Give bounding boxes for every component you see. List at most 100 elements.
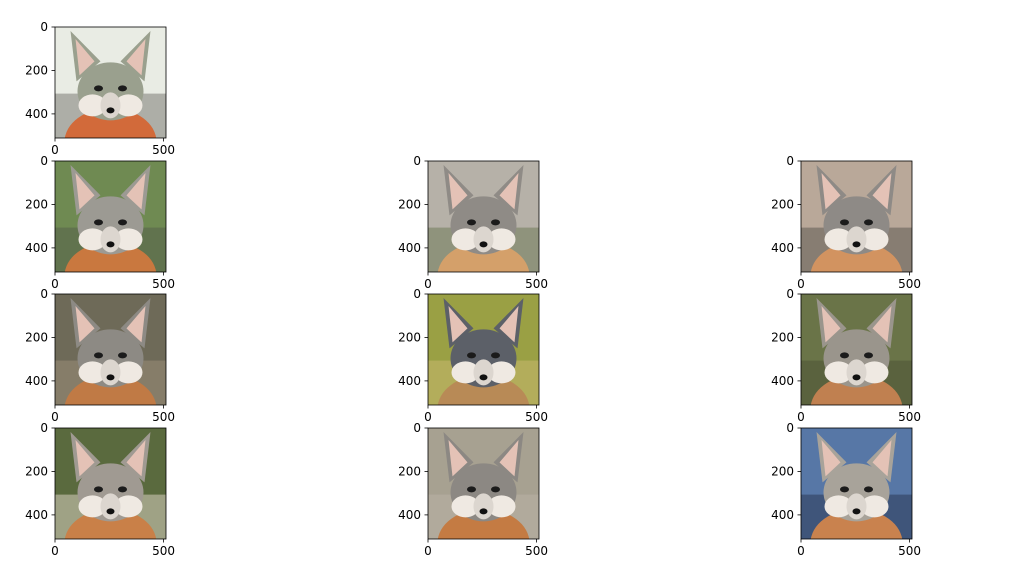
fox-image: [428, 428, 539, 539]
fox-right-cheek: [114, 495, 143, 518]
fox-nose: [106, 374, 115, 381]
fox-left-cheek: [824, 361, 853, 384]
fox-nose: [852, 374, 861, 381]
subplot-1-1: 0 200 400 0 500: [398, 154, 548, 291]
y-tick-label: 200: [398, 464, 421, 478]
fox-image: [55, 27, 166, 138]
fox-left-cheek: [451, 495, 480, 518]
x-tick-label: 0: [424, 277, 432, 291]
fox-muzzle: [473, 226, 494, 253]
y-tick-label: 400: [771, 241, 794, 255]
y-tick-label: 400: [25, 374, 48, 388]
fox-left-eye: [467, 486, 476, 493]
fox-image: [55, 161, 166, 272]
fox-left-eye: [94, 85, 103, 92]
fox-image: [428, 294, 539, 405]
fox-left-eye: [94, 352, 103, 359]
y-tick-label: 200: [25, 197, 48, 211]
fox-left-cheek: [824, 495, 853, 518]
x-tick-label: 500: [898, 277, 921, 291]
x-tick-label: 500: [525, 544, 548, 558]
fox-left-inner-ear: [821, 173, 841, 210]
y-tick-label: 400: [25, 107, 48, 121]
fox-right-cheek: [487, 361, 516, 384]
fox-left-inner-ear: [448, 440, 468, 477]
axes-frame: [427, 293, 540, 406]
subplot-3-1: 0 200 400 0 500: [398, 421, 548, 558]
y-tick-label: 200: [25, 330, 48, 344]
fox-image: [801, 428, 912, 539]
subplot-1-0: 0 200 400 0 500: [25, 154, 175, 291]
fox-left-eye: [94, 486, 103, 493]
fox-right-inner-ear: [126, 173, 146, 210]
fox-muzzle: [846, 226, 867, 253]
y-tick-label: 0: [413, 154, 421, 168]
fox-nose: [479, 374, 488, 381]
fox-right-cheek: [114, 361, 143, 384]
fox-right-eye: [118, 85, 127, 92]
fox-right-eye: [118, 219, 127, 226]
axes-frame: [54, 293, 167, 406]
subplot-2-1: 0 200 400 0 500: [398, 287, 548, 424]
fox-right-inner-ear: [499, 173, 519, 210]
x-tick-label: 0: [797, 544, 805, 558]
fox-right-inner-ear: [126, 306, 146, 343]
fox-right-cheek: [860, 361, 889, 384]
fox-right-cheek: [487, 228, 516, 251]
fox-muzzle: [100, 359, 121, 386]
fox-right-cheek: [487, 495, 516, 518]
y-tick-label: 400: [398, 374, 421, 388]
fox-left-eye: [840, 352, 849, 359]
x-tick-label: 0: [797, 277, 805, 291]
fox-left-cheek: [78, 94, 107, 117]
fox-left-cheek: [824, 228, 853, 251]
fox-nose: [479, 241, 488, 248]
y-tick-label: 200: [398, 197, 421, 211]
fox-image: [428, 161, 539, 272]
fox-image: [801, 294, 912, 405]
x-tick-label: 500: [898, 544, 921, 558]
x-tick-label: 0: [51, 544, 59, 558]
fox-left-inner-ear: [75, 173, 95, 210]
fox-muzzle: [846, 359, 867, 386]
fox-left-eye: [467, 219, 476, 226]
subplot-3-0: 0 200 400 0 500: [25, 421, 175, 558]
fox-left-eye: [840, 486, 849, 493]
fox-image: [801, 161, 912, 272]
y-tick-label: 0: [786, 421, 794, 435]
fox-right-eye: [864, 219, 873, 226]
fox-right-cheek: [860, 495, 889, 518]
subplot-2-2: 0 200 400 0 500: [771, 287, 921, 424]
y-tick-label: 400: [25, 508, 48, 522]
x-tick-label: 0: [51, 277, 59, 291]
x-tick-label: 0: [797, 410, 805, 424]
y-tick-label: 400: [398, 241, 421, 255]
fox-nose: [106, 508, 115, 515]
fox-nose: [852, 241, 861, 248]
x-tick-label: 500: [152, 277, 175, 291]
x-tick-label: 500: [152, 544, 175, 558]
y-tick-label: 200: [25, 63, 48, 77]
axes-frame: [427, 160, 540, 273]
axes-frame: [800, 427, 913, 540]
fox-right-eye: [491, 352, 500, 359]
y-tick-label: 200: [25, 464, 48, 478]
axes-frame: [800, 293, 913, 406]
fox-left-inner-ear: [448, 306, 468, 343]
x-tick-label: 500: [525, 410, 548, 424]
fox-left-inner-ear: [448, 173, 468, 210]
subplot-0-0: 0 200 400 0 500: [25, 20, 175, 157]
y-tick-label: 200: [398, 330, 421, 344]
y-tick-label: 200: [771, 464, 794, 478]
x-tick-label: 500: [898, 410, 921, 424]
y-tick-label: 200: [771, 197, 794, 211]
axes-frame: [54, 26, 167, 139]
fox-left-inner-ear: [75, 39, 95, 76]
fox-right-inner-ear: [872, 173, 892, 210]
subplot-1-2: 0 200 400 0 500: [771, 154, 921, 291]
fox-right-cheek: [860, 228, 889, 251]
axes-frame: [54, 160, 167, 273]
fox-image: [55, 428, 166, 539]
fox-right-inner-ear: [499, 306, 519, 343]
fox-left-inner-ear: [75, 440, 95, 477]
